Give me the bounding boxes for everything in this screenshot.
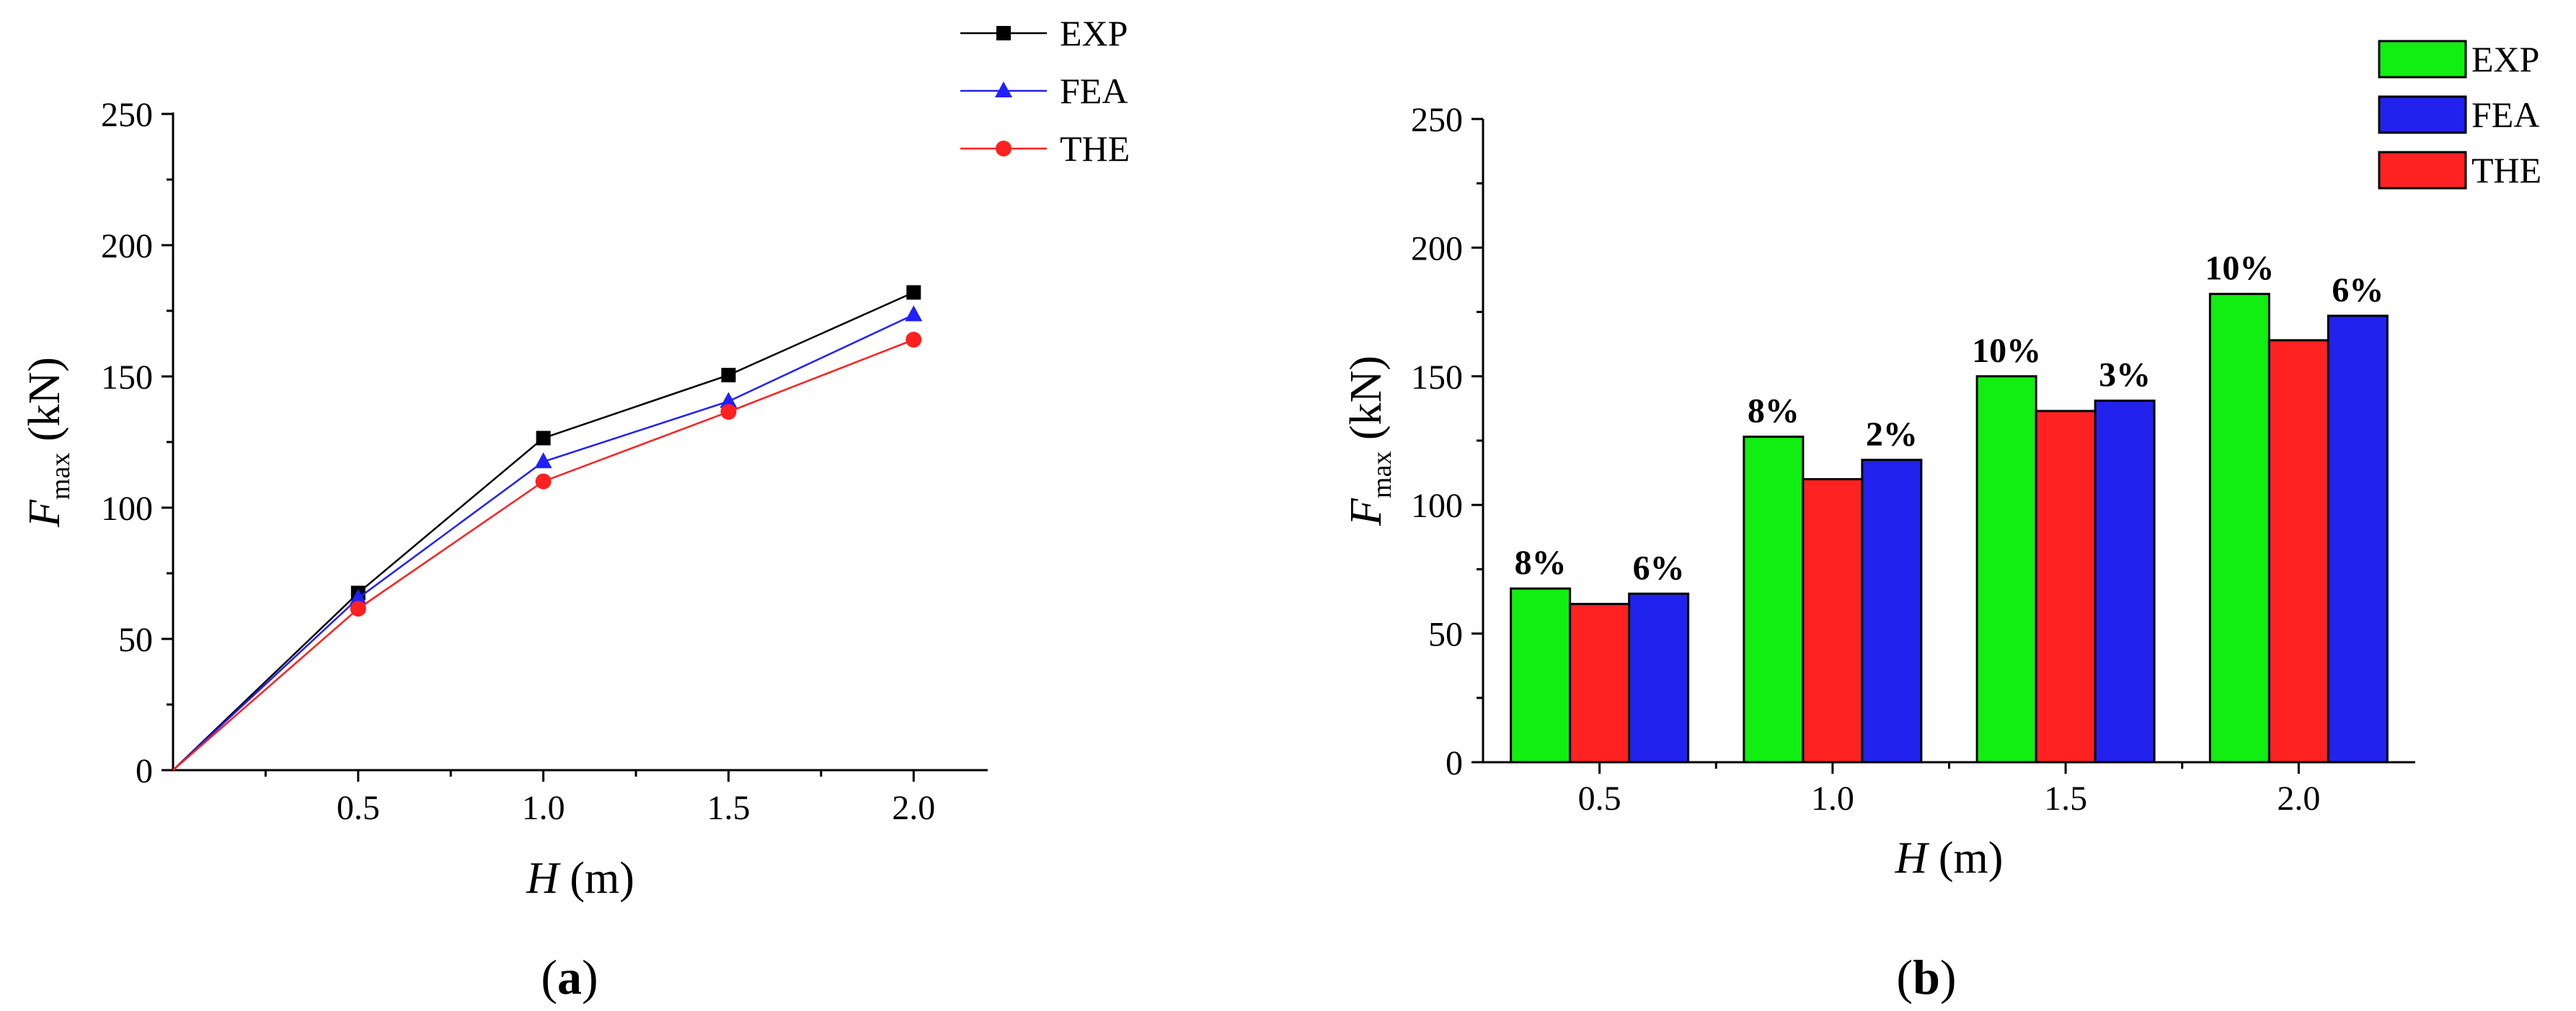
a-x-tick-label: 2.0	[892, 789, 935, 827]
b-percent-label: 6%	[2332, 271, 2384, 309]
a-point-the	[350, 601, 366, 617]
a-legend-marker-fea	[995, 81, 1012, 97]
panel-b-bar-chart: 0 50 100 150 200 250 0.5 1.0 1.5 2.0 8% 6% 8% 2% 10% 3%…	[1342, 39, 2541, 1005]
b-category-group	[1975, 375, 2156, 764]
a-y-axis-label-italic: F	[20, 499, 69, 528]
a-legend-label-exp: EXP	[1060, 13, 1128, 53]
b-category-group	[2208, 293, 2389, 764]
b-x-axis-label: H (m)	[1895, 834, 2004, 883]
a-point-the	[906, 332, 922, 348]
b-bar-the	[1802, 478, 1864, 764]
a-y-axis-label-rest: (kN)	[20, 357, 69, 453]
b-y-tick-label: 50	[1428, 616, 1463, 654]
a-y-axis-label-sub: max	[45, 453, 76, 500]
b-bar-the	[1569, 603, 1631, 764]
a-point-the	[535, 473, 552, 490]
b-y-tick-label: 250	[1411, 101, 1463, 139]
b-percent-label: 3%	[2099, 356, 2151, 394]
a-point-fea	[905, 305, 923, 322]
b-bar-fea	[1861, 459, 1923, 764]
b-percent-label: 10%	[2205, 250, 2274, 288]
b-x-tick-label: 0.5	[1578, 780, 1621, 818]
b-bar-fea	[1628, 592, 1690, 764]
b-y-tick-label: 0	[1446, 744, 1463, 782]
b-y-axis-label: Fmax (kN)	[1342, 356, 1397, 526]
b-bar-fea	[2094, 399, 2156, 764]
b-bar-exp	[2208, 293, 2270, 764]
b-bar-exp	[1510, 587, 1572, 764]
b-category-group	[1743, 436, 1923, 764]
b-percent-label: 6%	[1633, 549, 1685, 587]
b-y-tick-label: 200	[1411, 229, 1463, 268]
b-bar-the	[2267, 339, 2329, 764]
a-y-tick-label: 50	[118, 621, 153, 659]
b-bar-exp	[1975, 375, 2037, 764]
b-x-axis-label-italic: H	[1895, 834, 1930, 883]
b-x-tick-label: 1.0	[1811, 780, 1854, 818]
a-x-tick-label: 1.0	[522, 789, 565, 827]
b-y-tick-label: 100	[1411, 487, 1463, 525]
a-x-tick-label: 0.5	[337, 789, 380, 827]
a-point-the	[720, 404, 737, 420]
a-legend-label-fea: FEA	[1060, 71, 1128, 111]
a-panel-paren-open: (	[541, 950, 557, 1005]
b-legend-swatch-exp	[2378, 40, 2467, 79]
a-y-axis-label: Fmax (kN)	[20, 357, 76, 528]
b-bar-the	[2035, 410, 2097, 764]
a-legend: EXP FEA THE	[960, 13, 1130, 169]
a-series-fea	[172, 305, 923, 771]
a-x-tick-label: 1.5	[707, 789, 750, 827]
b-category-group	[1510, 587, 1690, 764]
a-line-the	[172, 338, 914, 771]
b-percent-label: 8%	[1748, 392, 1800, 431]
b-percent-label: 10%	[1972, 332, 2041, 370]
b-bar-fea	[2327, 314, 2389, 764]
b-y-axis-label-sub: max	[1367, 451, 1397, 498]
b-legend-label-exp: EXP	[2471, 39, 2539, 79]
a-y-tick-label: 150	[101, 358, 153, 397]
b-percent-label: 8%	[1515, 544, 1567, 582]
b-panel-paren-open: (	[1896, 950, 1913, 1005]
a-x-axis-label-rest: (m)	[559, 854, 634, 903]
b-legend-label-the: THE	[2471, 150, 2541, 190]
b-percent-label: 2%	[1866, 415, 1918, 454]
a-point-exp	[536, 431, 551, 446]
b-legend-swatch-the	[2378, 151, 2467, 190]
a-panel-letter: a	[557, 950, 582, 1005]
a-series-the	[172, 332, 922, 771]
b-legend: EXP FEA THE	[2378, 39, 2541, 190]
a-panel-label: (a)	[541, 950, 598, 1005]
a-y-tick-label: 100	[101, 490, 153, 528]
b-bar-exp	[1743, 436, 1805, 764]
b-x-axis-label-rest: (m)	[1927, 834, 2003, 883]
a-x-axis-label: H (m)	[526, 854, 634, 903]
b-panel-label: (b)	[1896, 950, 1956, 1005]
b-y-tick-label: 150	[1411, 358, 1463, 397]
a-x-axis-label-italic: H	[526, 854, 561, 903]
b-x-tick-label: 1.5	[2044, 780, 2087, 818]
a-point-exp	[721, 368, 736, 383]
b-panel-paren-close: )	[1940, 950, 1957, 1005]
panel-a-line-chart: 0 50 100 150 200 250 0.5 1.0 1.5 2.0 H (m) Fmax (kN…	[20, 13, 1130, 1005]
a-panel-paren-close: )	[582, 950, 598, 1005]
b-x-tick-label: 2.0	[2277, 780, 2320, 818]
a-line-exp	[172, 291, 914, 771]
a-point-exp	[906, 285, 921, 300]
b-legend-label-fea: FEA	[2471, 94, 2539, 135]
a-y-tick-label: 0	[136, 752, 153, 790]
a-legend-marker-the	[996, 141, 1012, 156]
b-panel-letter: b	[1913, 950, 1940, 1005]
a-y-tick-label: 250	[101, 96, 153, 134]
a-legend-label-the: THE	[1060, 128, 1130, 169]
b-y-axis-label-rest: (kN)	[1342, 356, 1391, 451]
b-y-axis-label-italic: F	[1342, 498, 1391, 526]
a-point-fea	[349, 588, 367, 605]
a-point-fea	[534, 452, 552, 469]
a-point-fea	[720, 392, 738, 408]
b-legend-swatch-fea	[2378, 95, 2467, 134]
a-series-exp	[172, 285, 921, 771]
a-y-tick-label: 200	[101, 227, 153, 265]
a-legend-marker-exp	[996, 26, 1011, 40]
